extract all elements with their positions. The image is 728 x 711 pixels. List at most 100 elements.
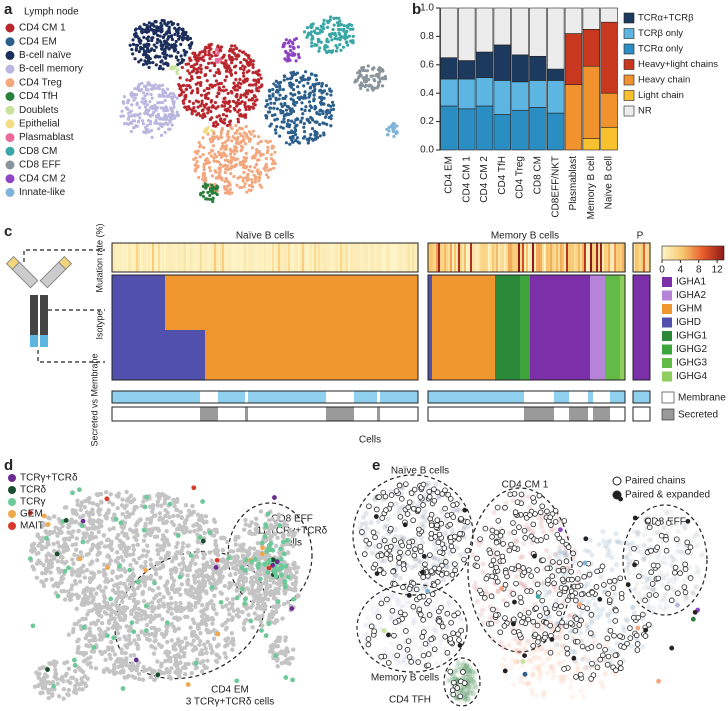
cell-dot	[209, 558, 214, 563]
cell-dot	[87, 626, 92, 631]
cell-dot	[306, 33, 310, 37]
cell-dot	[218, 590, 223, 595]
cell-dot	[70, 557, 75, 562]
cell-dot	[334, 49, 339, 53]
cell-dot	[228, 104, 232, 108]
cell-dot	[89, 592, 94, 597]
cell-dot	[230, 647, 235, 652]
cell-dot	[226, 555, 232, 561]
cell-dot	[62, 505, 68, 510]
cell-dot	[238, 162, 242, 167]
cell-dot	[289, 81, 293, 85]
cell-dot	[392, 134, 396, 138]
cell-dot	[164, 528, 169, 534]
cell-dot	[229, 631, 235, 636]
cell-dot	[385, 516, 391, 522]
mutation-cell	[282, 243, 284, 272]
secreted-cell	[569, 407, 588, 421]
cell-dot	[218, 168, 222, 173]
cell-dot	[244, 107, 248, 112]
cell-dot	[87, 495, 92, 501]
cell-dot	[210, 617, 216, 622]
cell-dot	[207, 151, 211, 155]
cell-dot	[192, 580, 198, 585]
mutation-cell	[558, 243, 560, 272]
cell-dot	[393, 501, 399, 507]
cell-dot	[172, 114, 176, 118]
cell-dot	[84, 588, 89, 593]
cell-dot	[132, 507, 137, 512]
cell-dot	[71, 657, 77, 663]
section-label: P	[637, 231, 644, 242]
cell-dot	[272, 495, 277, 500]
cell-dot	[240, 553, 246, 558]
mutation-cell	[152, 243, 154, 272]
cell-dot	[78, 507, 83, 512]
cell-dot	[210, 84, 214, 88]
cell-dot	[245, 156, 249, 160]
cell-dot	[144, 553, 149, 559]
cell-dot	[146, 82, 150, 87]
row-label: Mutation rate (%)	[94, 223, 104, 292]
mutation-cell	[364, 243, 366, 272]
mutation-cell	[252, 243, 254, 272]
cell-dot	[245, 190, 249, 194]
cell-dot	[141, 119, 145, 123]
mutation-cell	[232, 243, 234, 272]
cell-dot	[81, 652, 87, 657]
cell-dot	[145, 102, 149, 107]
cell-dot	[153, 614, 159, 619]
cell-dot	[83, 616, 88, 622]
cell-dot	[223, 78, 227, 83]
cell-dot	[171, 513, 176, 519]
membrane-cell	[305, 391, 310, 403]
cell-dot	[239, 60, 243, 65]
cell-dot	[222, 104, 227, 108]
cell-dot	[371, 67, 375, 71]
cell-dot	[160, 616, 165, 622]
cell-dot	[222, 583, 228, 589]
cell-dot	[156, 599, 161, 604]
cell-dot	[283, 570, 289, 576]
cell-dot	[318, 112, 322, 116]
mutation-cell	[128, 243, 130, 272]
cell-dot	[273, 150, 277, 154]
cell-dot	[210, 105, 214, 109]
row-frame	[427, 390, 626, 404]
cell-dot	[129, 121, 134, 126]
cell-dot	[233, 44, 237, 48]
cell-dot	[236, 120, 241, 124]
cell-dot	[224, 88, 228, 92]
cell-dot	[253, 165, 257, 169]
mutation-cell	[594, 243, 596, 272]
cell-dot	[196, 149, 200, 153]
cell-dot	[220, 104, 224, 108]
cell-dot	[291, 53, 295, 58]
cell-dot	[419, 521, 425, 527]
row-frame	[111, 274, 419, 381]
cell-dot	[164, 121, 168, 125]
cell-dot	[363, 622, 370, 628]
cell-dot	[183, 97, 187, 101]
cell-dot	[157, 511, 163, 516]
cell-dot	[119, 650, 125, 655]
cell-dot	[253, 155, 257, 159]
cell-dot	[227, 54, 231, 58]
cell-dot	[253, 99, 257, 103]
cell-dot	[91, 575, 96, 580]
cell-dot	[305, 137, 309, 141]
cell-dot	[214, 569, 219, 574]
cell-dot	[284, 50, 288, 55]
cell-dot	[126, 111, 131, 115]
cell-dot	[142, 101, 146, 106]
cell-dot	[121, 114, 125, 118]
cell-dot	[73, 547, 79, 552]
cell-dot	[310, 127, 315, 131]
cell-dot	[137, 60, 141, 64]
isotype-block	[520, 275, 530, 380]
mutation-cell	[562, 243, 564, 272]
cell-dot	[163, 513, 168, 519]
cell-dot	[135, 663, 140, 669]
cell-dot	[236, 98, 241, 102]
mutation-cell	[542, 243, 544, 272]
